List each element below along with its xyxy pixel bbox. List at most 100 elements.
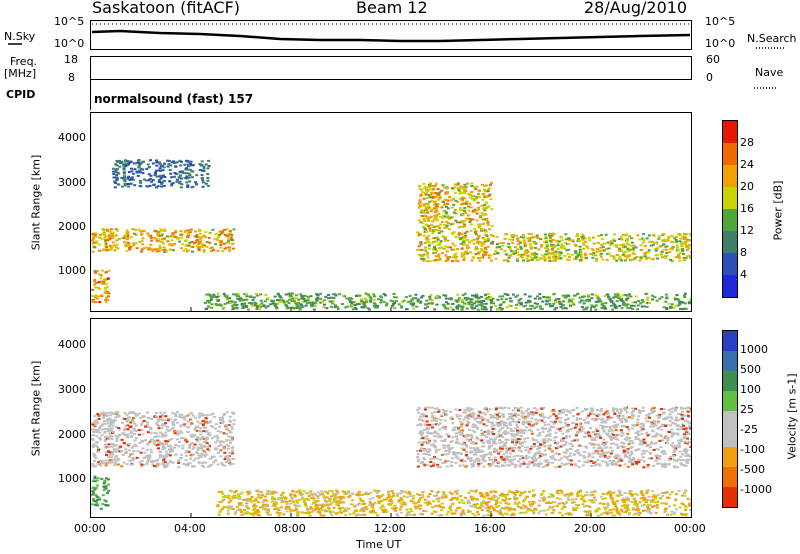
power-cell-5 bbox=[557, 240, 561, 243]
velocity-cell-0 bbox=[162, 447, 166, 450]
power-cell-3 bbox=[557, 298, 561, 300]
velocity-cell-2 bbox=[455, 492, 459, 495]
velocity-cell-0 bbox=[98, 427, 102, 429]
power-cell-3 bbox=[292, 307, 296, 309]
power-cell-0 bbox=[230, 234, 234, 237]
power-cell-0 bbox=[125, 249, 129, 252]
power-cell-5 bbox=[582, 247, 586, 250]
power-cell-5 bbox=[618, 247, 622, 250]
power-cell-4 bbox=[475, 197, 478, 200]
power-cell-4 bbox=[436, 243, 440, 246]
power-cell-5 bbox=[654, 249, 658, 252]
power-cell-5 bbox=[519, 245, 523, 248]
power-cell-4 bbox=[475, 219, 479, 222]
velocity-cell-2 bbox=[312, 501, 316, 504]
power-cell-3 bbox=[238, 296, 242, 299]
power-cell-3 bbox=[636, 308, 640, 311]
velocity-cell-2 bbox=[480, 492, 484, 495]
power-cell-3 bbox=[364, 299, 368, 302]
power-cell-3 bbox=[486, 297, 489, 299]
velocity-cell-2 bbox=[256, 508, 260, 511]
velocity-cell-0 bbox=[152, 465, 156, 467]
velocity-cell-2 bbox=[304, 511, 308, 514]
velocity-cell-1 bbox=[91, 503, 95, 506]
power-cell-0 bbox=[160, 241, 164, 243]
velocity-cell-2 bbox=[503, 493, 507, 496]
velocity-cell-2 bbox=[590, 501, 594, 504]
power-cell-4 bbox=[459, 209, 463, 212]
velocity-cell-2 bbox=[651, 506, 655, 509]
power-cell-0 bbox=[215, 238, 219, 240]
velocity-cell-2 bbox=[679, 512, 683, 515]
velocity-cell-0 bbox=[129, 453, 133, 456]
velocity-cell-2 bbox=[244, 511, 247, 514]
power-cell-0 bbox=[163, 250, 167, 253]
velocity-cell-0 bbox=[231, 411, 234, 414]
power-cell-1 bbox=[200, 169, 204, 172]
velocity-cell-2 bbox=[610, 497, 614, 500]
power-cell-4 bbox=[482, 222, 485, 225]
velocity-cell-3 bbox=[606, 464, 610, 467]
velocity-cell-2 bbox=[623, 506, 627, 509]
power-cell-5 bbox=[639, 244, 643, 247]
velocity-cell-0 bbox=[111, 421, 115, 424]
velocity-cell-3 bbox=[654, 454, 658, 457]
power-cell-4 bbox=[485, 235, 489, 238]
power-cell-5 bbox=[553, 255, 557, 258]
velocity-cell-2 bbox=[453, 490, 457, 493]
power-cell-3 bbox=[561, 300, 565, 303]
velocity-cell-0 bbox=[208, 444, 212, 446]
power-cell-4 bbox=[464, 236, 467, 239]
velocity-cell-0 bbox=[160, 419, 164, 422]
velocity-cell-0 bbox=[120, 438, 124, 441]
power-cell-3 bbox=[299, 293, 303, 296]
power-cell-4 bbox=[462, 240, 466, 243]
velocity-cell-2 bbox=[665, 496, 669, 499]
power-cell-4 bbox=[458, 192, 462, 195]
power-cell-4 bbox=[446, 199, 450, 202]
velocity-cell-0 bbox=[131, 420, 135, 422]
velocity-cell-0 bbox=[138, 461, 142, 464]
power-cell-1 bbox=[148, 184, 152, 187]
velocity-cell-2 bbox=[360, 494, 364, 496]
velocity-cell-0 bbox=[164, 415, 168, 418]
power-cell-5 bbox=[609, 243, 613, 246]
power-cell-0 bbox=[112, 244, 116, 247]
velocity-cell-3 bbox=[488, 408, 492, 411]
freq-bottom-tick: 8 bbox=[68, 71, 75, 84]
power-cell-5 bbox=[683, 238, 687, 240]
power-cell-4 bbox=[434, 195, 438, 198]
velocity-cell-0 bbox=[168, 450, 172, 453]
velocity-cell-2 bbox=[361, 500, 365, 503]
velocity-cell-2 bbox=[611, 500, 615, 503]
power-cell-0 bbox=[186, 232, 190, 234]
power-cell-0 bbox=[171, 234, 175, 237]
velocity-cell-2 bbox=[521, 492, 525, 494]
velocity-cell-2 bbox=[532, 495, 536, 498]
velocity-cell-2 bbox=[640, 490, 644, 493]
velocity-cell-0 bbox=[106, 414, 109, 417]
velocity-cell-2 bbox=[393, 505, 397, 507]
power-cell-1 bbox=[123, 183, 127, 185]
velocity-cell-3 bbox=[490, 425, 494, 428]
velocity-cell-2 bbox=[528, 500, 531, 503]
power-cell-2 bbox=[93, 279, 97, 282]
power-cell-5 bbox=[581, 238, 585, 241]
power-cell-2 bbox=[104, 271, 108, 274]
power-cell-1 bbox=[183, 163, 187, 166]
velocity-cell-2 bbox=[379, 495, 383, 498]
velocity-cell-2 bbox=[369, 510, 373, 513]
velocity-cell-2 bbox=[285, 510, 289, 513]
power-cell-1 bbox=[139, 181, 143, 184]
power-cell-3 bbox=[496, 308, 500, 311]
velocity-cell-2 bbox=[304, 505, 308, 507]
velocity-cell-2 bbox=[581, 495, 585, 498]
power-cell-3 bbox=[222, 292, 226, 295]
power-cell-3 bbox=[240, 299, 244, 302]
velocity-cell-0 bbox=[154, 465, 158, 468]
velocity-cell-2 bbox=[668, 505, 672, 508]
velocity-cell-2 bbox=[227, 494, 231, 497]
power-cell-0 bbox=[225, 235, 229, 238]
velocity-cell-0 bbox=[228, 460, 232, 463]
power-cell-5 bbox=[617, 249, 621, 252]
